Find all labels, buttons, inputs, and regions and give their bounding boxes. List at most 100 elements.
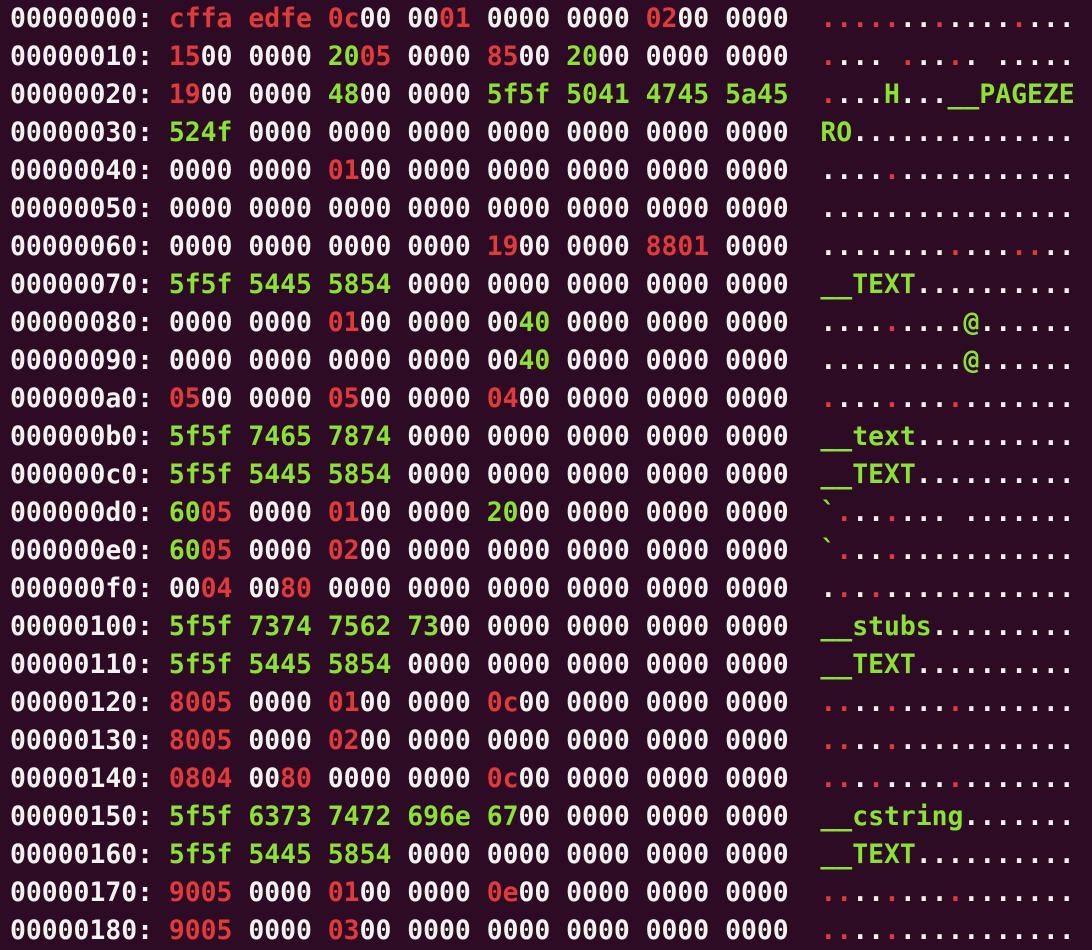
hex-group: 6005 [168, 535, 233, 566]
hex-group: 0000 [645, 155, 710, 186]
offset: 000000b0: [10, 421, 153, 452]
hex-group: 5f5f [168, 459, 233, 490]
hex-group: 0000 [725, 193, 789, 224]
hex-group: 0000 [566, 649, 630, 680]
hex-group: 0000 [486, 535, 551, 566]
hex-group: 0000 [486, 155, 551, 186]
hex-group: 0000 [407, 155, 471, 186]
hex-group: 6700 [486, 801, 551, 832]
hex-group: 0000 [725, 41, 789, 72]
offset: 000000f0: [10, 573, 153, 604]
ascii: ................ [820, 763, 1075, 794]
hex-group: 7562 [327, 611, 392, 642]
hex-group: 0000 [645, 725, 710, 756]
hex-group: 0000 [645, 307, 710, 338]
hex-group: 5f5f [168, 269, 233, 300]
hex-group: 0c00 [486, 687, 551, 718]
hex-group: 0000 [645, 649, 710, 680]
hex-group: 0000 [407, 535, 471, 566]
hex-group: 0000 [566, 801, 630, 832]
hex-group: 0000 [486, 915, 551, 946]
hex-group: 0040 [486, 345, 551, 376]
hex-group: 0000 [645, 877, 710, 908]
offset: 00000160: [10, 839, 153, 870]
hex-group: 0000 [248, 915, 312, 946]
hex-group: 0080 [248, 573, 312, 604]
hex-group: 0000 [486, 573, 551, 604]
hex-group: 0000 [566, 307, 630, 338]
offset: 00000080: [10, 307, 153, 338]
offset: 00000130: [10, 725, 153, 756]
offset: 000000e0: [10, 535, 153, 566]
hex-group: 0000 [248, 41, 312, 72]
ascii: ................ [820, 155, 1075, 186]
hex-group: 1500 [168, 41, 233, 72]
hex-row: 00000180: 9005 0000 0300 0000 0000 0000 … [10, 912, 1092, 950]
hex-group: 0000 [725, 801, 789, 832]
hex-group: 0000 [725, 459, 789, 490]
hex-row: 000000a0: 0500 0000 0500 0000 0400 0000 … [10, 380, 1092, 418]
hex-group: 8801 [645, 231, 710, 262]
hex-group: 0804 [168, 763, 233, 794]
hex-group: 0000 [725, 497, 789, 528]
hex-row: 00000090: 0000 0000 0000 0000 0040 0000 … [10, 342, 1092, 380]
hex-group: 0500 [327, 383, 392, 414]
offset: 00000180: [10, 915, 153, 946]
ascii: __text.......... [820, 421, 1075, 452]
hex-group: 0000 [566, 155, 630, 186]
hex-group: 0000 [645, 117, 710, 148]
ascii: ................ [820, 687, 1075, 718]
hex-group: 0000 [168, 231, 233, 262]
hex-group: 1900 [168, 79, 233, 110]
hex-group: 5f5f [168, 839, 233, 870]
hex-group: 0000 [407, 117, 471, 148]
hex-group: 2000 [486, 497, 551, 528]
hex-group: 0000 [407, 383, 471, 414]
offset: 000000a0: [10, 383, 153, 414]
ascii: __stubs......... [820, 611, 1075, 642]
hex-row: 000000f0: 0004 0080 0000 0000 0000 0000 … [10, 570, 1092, 608]
hex-group: 0000 [248, 155, 312, 186]
hex-group: 0000 [486, 459, 551, 490]
hex-group: 0000 [566, 269, 630, 300]
hex-row: 00000000: cffa edfe 0c00 0001 0000 0000 … [10, 0, 1092, 38]
offset: 00000030: [10, 117, 153, 148]
hex-group: 9005 [168, 877, 233, 908]
hex-group: 5445 [248, 649, 312, 680]
hex-group: 0000 [725, 649, 789, 680]
hex-group: 0000 [645, 801, 710, 832]
hex-row: 00000040: 0000 0000 0100 0000 0000 0000 … [10, 152, 1092, 190]
hex-group: 0200 [327, 535, 392, 566]
hex-group: 0000 [327, 231, 392, 262]
offset: 00000140: [10, 763, 153, 794]
offset: 000000c0: [10, 459, 153, 490]
hex-group: 0000 [486, 269, 551, 300]
hex-group: 0000 [566, 763, 630, 794]
offset: 00000090: [10, 345, 153, 376]
hex-group: 0000 [486, 117, 551, 148]
hex-group: 0000 [645, 269, 710, 300]
hex-group: 0e00 [486, 877, 551, 908]
hex-group: 0000 [486, 193, 551, 224]
hex-group: 0000 [566, 915, 630, 946]
hex-group: 0000 [248, 725, 312, 756]
hex-group: 0000 [566, 117, 630, 148]
hex-row: 00000150: 5f5f 6373 7472 696e 6700 0000 … [10, 798, 1092, 836]
ascii: __TEXT.......... [820, 459, 1075, 490]
hex-group: 0000 [407, 193, 471, 224]
hex-group: 5041 [566, 79, 630, 110]
hex-group: 0000 [407, 725, 471, 756]
hex-group: 0000 [248, 877, 312, 908]
hex-group: 0000 [645, 839, 710, 870]
offset: 00000150: [10, 801, 153, 832]
hex-group: 0000 [407, 763, 471, 794]
ascii: `....... ....... [820, 497, 1075, 528]
hex-row: 00000170: 9005 0000 0100 0000 0e00 0000 … [10, 874, 1092, 912]
hex-group: 5854 [327, 459, 392, 490]
hex-row: 00000100: 5f5f 7374 7562 7300 0000 0000 … [10, 608, 1092, 646]
hex-group: 0000 [725, 915, 789, 946]
hex-group: 0000 [248, 193, 312, 224]
offset: 00000050: [10, 193, 153, 224]
hex-group: 0000 [248, 497, 312, 528]
